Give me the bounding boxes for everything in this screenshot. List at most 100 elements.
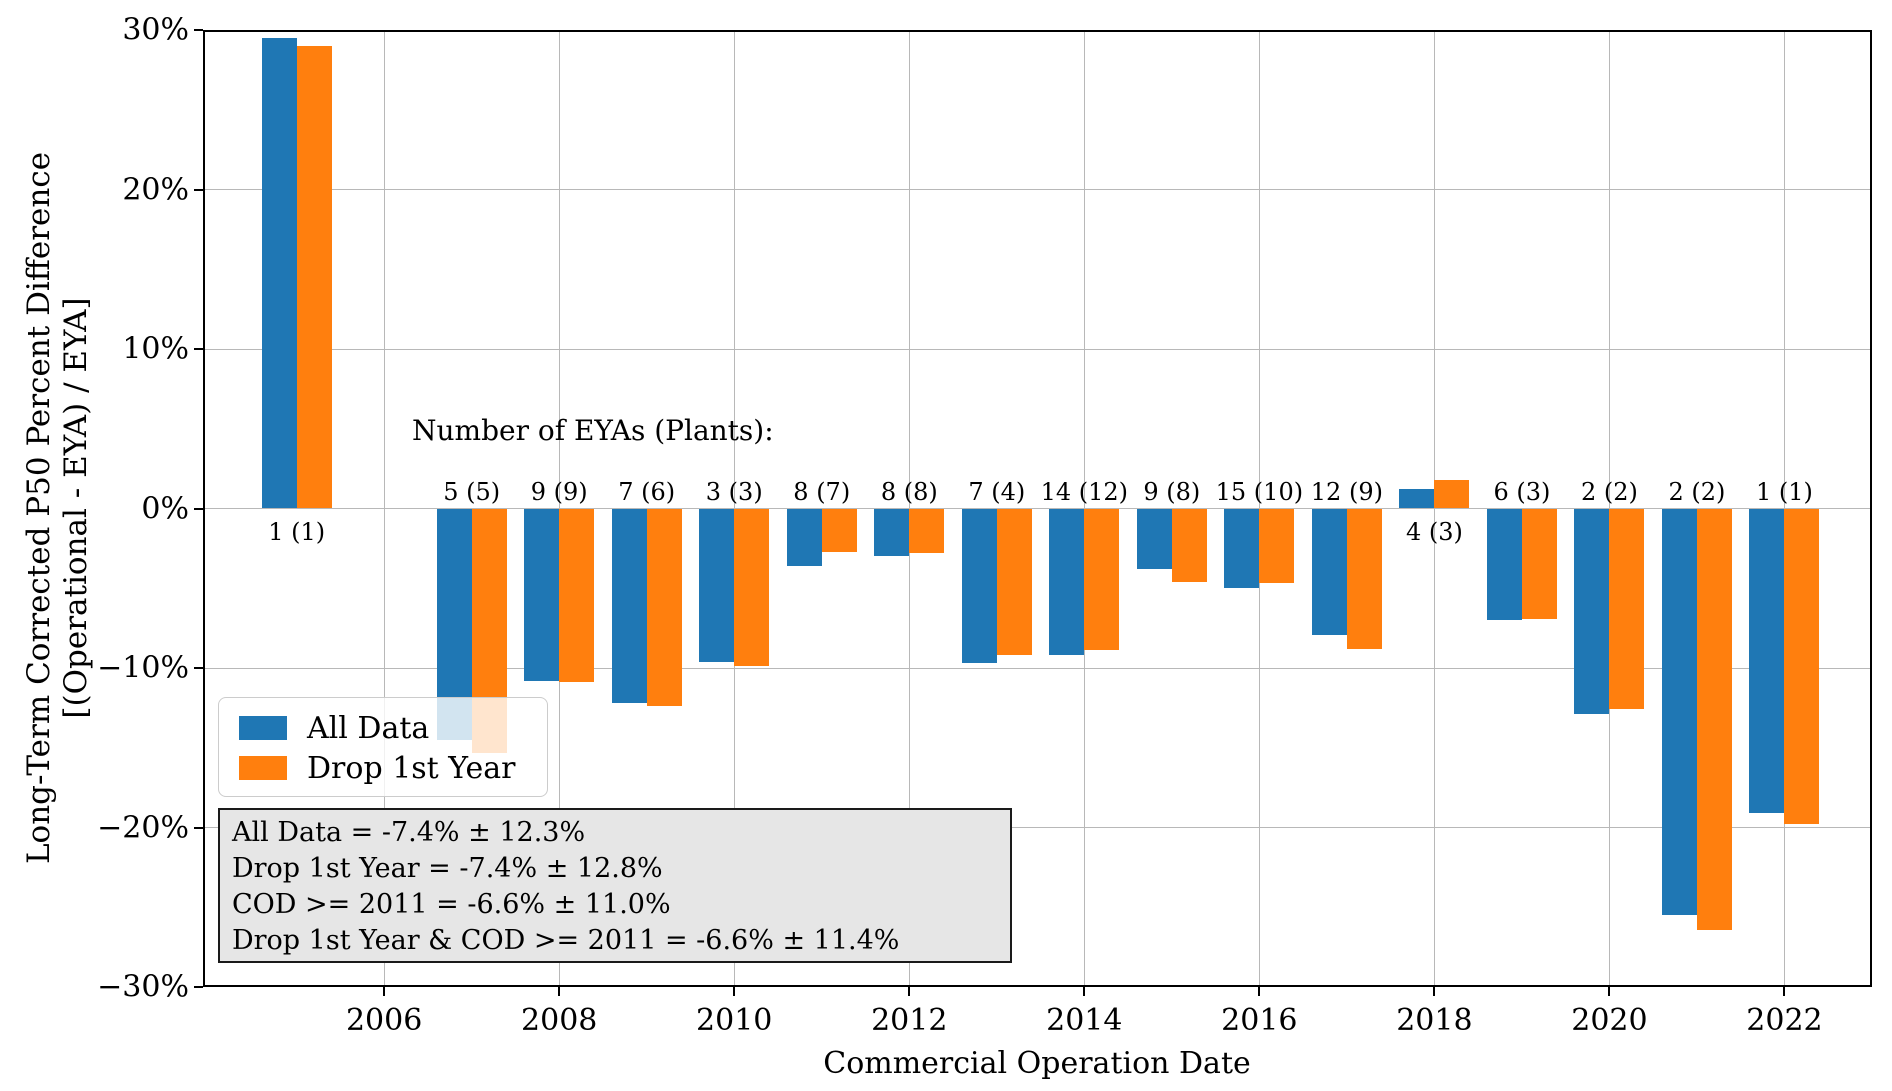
bar-drop-1st-year-2018 — [1434, 479, 1470, 509]
y-tick-20 — [194, 188, 203, 191]
bar-all-data-2013 — [961, 508, 997, 664]
bar-drop-1st-year-2016 — [1259, 508, 1295, 584]
stats-line-drop-1st-year: Drop 1st Year = -7.4% ± 12.8% — [232, 853, 663, 884]
x-tick-label-2008: 2008 — [521, 1003, 598, 1038]
y-axis-title-line2: [(Operational - EYA) / EYA] — [58, 297, 94, 719]
bar-drop-1st-year-2013 — [996, 508, 1032, 656]
x-tick-label-2018: 2018 — [1396, 1003, 1473, 1038]
x-tick-label-2014: 2014 — [1046, 1003, 1123, 1038]
bar-all-data-2022 — [1749, 508, 1785, 814]
bar-all-data-2018 — [1399, 489, 1435, 509]
y-tick-10 — [194, 348, 203, 350]
x-tick-2008 — [558, 987, 561, 996]
x-axis-title: Commercial Operation Date — [823, 1046, 1251, 1081]
count-label-2005: 1 (1) — [268, 517, 326, 546]
bar-drop-1st-year-2010 — [734, 508, 770, 667]
x-tick-label-2010: 2010 — [696, 1003, 773, 1038]
legend-entry-all-data: All Data — [239, 708, 547, 748]
x-tick-2014 — [1083, 987, 1086, 996]
y-tick-0 — [194, 507, 203, 510]
legend-label-all-data: All Data — [307, 710, 430, 746]
x-tick-2006 — [383, 987, 386, 996]
bar-all-data-2011 — [786, 508, 822, 566]
bar-all-data-2016 — [1224, 508, 1260, 589]
h-gridline--10 — [203, 667, 1872, 669]
bar-drop-1st-year-2019 — [1521, 508, 1557, 619]
y-tick-label-30: 30% — [122, 12, 189, 48]
y-tick-label-10: 10% — [122, 331, 189, 367]
count-heading: Number of EYAs (Plants): — [412, 414, 774, 447]
count-label-2010: 3 (3) — [705, 477, 763, 506]
count-label-2007: 5 (5) — [443, 477, 501, 506]
stats-box: All Data = -7.4% ± 12.3% Drop 1st Year =… — [218, 808, 1012, 963]
legend: All Data Drop 1st Year — [218, 697, 548, 797]
y-tick-label--20: −20% — [97, 810, 189, 845]
y-axis-title: Long-Term Corrected P50 Percent Differen… — [21, 8, 95, 1008]
bar-drop-1st-year-2021 — [1696, 508, 1732, 930]
bar-all-data-2020 — [1574, 508, 1610, 715]
count-label-2009: 7 (6) — [618, 477, 676, 506]
bar-all-data-2019 — [1486, 508, 1522, 621]
all-data-swatch-icon — [239, 716, 287, 740]
count-label-2022: 1 (1) — [1756, 477, 1813, 506]
bar-all-data-2017 — [1311, 508, 1347, 635]
plot-area: 1 (1) 5 (5) 9 (9) 7 (6) 3 (3) 8 (7) 8 (8) 7 (4)… — [203, 30, 1872, 987]
bar-drop-1st-year-2009 — [646, 508, 682, 707]
legend-label-drop-1st-year: Drop 1st Year — [307, 750, 516, 786]
v-gridline-2018 — [1433, 30, 1435, 987]
y-tick--10 — [194, 667, 203, 669]
bar-drop-1st-year-2014 — [1084, 508, 1120, 651]
bar-all-data-2009 — [611, 508, 647, 704]
y-tick--20 — [194, 826, 203, 829]
bar-drop-1st-year-2020 — [1609, 508, 1645, 710]
count-label-2011: 8 (7) — [793, 477, 851, 506]
bar-all-data-2015 — [1136, 508, 1172, 570]
stats-line-drop-and-cod-2011: Drop 1st Year & COD >= 2011 = -6.6% ± 11… — [232, 925, 900, 956]
count-label-2020: 2 (2) — [1580, 477, 1638, 506]
x-tick-label-2022: 2022 — [1746, 1003, 1823, 1038]
count-label-2017: 12 (9) — [1310, 477, 1383, 506]
bar-drop-1st-year-2011 — [821, 508, 857, 552]
x-tick-2016 — [1258, 987, 1261, 996]
x-tick-2010 — [733, 987, 736, 996]
stats-line-all-data: All Data = -7.4% ± 12.3% — [232, 817, 586, 848]
x-tick-label-2020: 2020 — [1571, 1003, 1648, 1038]
count-label-2018: 4 (3) — [1405, 517, 1463, 546]
x-tick-2020 — [1608, 987, 1611, 996]
x-tick-label-2016: 2016 — [1221, 1003, 1298, 1038]
x-tick-label-2012: 2012 — [871, 1003, 948, 1038]
v-gridline-2006 — [383, 30, 385, 987]
bar-drop-1st-year-2022 — [1784, 508, 1820, 825]
y-tick-30 — [194, 29, 203, 31]
bar-all-data-2014 — [1049, 508, 1085, 656]
count-label-2012: 8 (8) — [880, 477, 938, 506]
bar-drop-1st-year-2015 — [1171, 508, 1207, 582]
bar-all-data-2005 — [261, 37, 297, 509]
bar-all-data-2021 — [1661, 508, 1697, 916]
bar-all-data-2010 — [699, 508, 735, 662]
x-tick-2012 — [908, 987, 911, 996]
h-gridline--20 — [203, 827, 1872, 828]
bar-all-data-2012 — [874, 508, 910, 557]
stats-line-cod-2011: COD >= 2011 = -6.6% ± 11.0% — [232, 889, 671, 920]
count-label-2015: 9 (8) — [1143, 477, 1201, 506]
bar-drop-1st-year-2017 — [1346, 508, 1382, 649]
count-label-2016: 15 (10) — [1215, 477, 1304, 506]
bar-drop-1st-year-2005 — [296, 45, 332, 509]
y-tick-label-0: 0% — [141, 491, 189, 526]
x-tick-2022 — [1783, 987, 1786, 996]
count-label-2021: 2 (2) — [1668, 477, 1726, 506]
bar-drop-1st-year-2008 — [559, 508, 595, 683]
x-tick-label-2006: 2006 — [345, 1003, 423, 1038]
h-gridline-10 — [203, 348, 1872, 350]
y-tick-label-20: 20% — [122, 172, 189, 207]
drop-1st-year-swatch-icon — [239, 756, 287, 780]
count-label-2014: 14 (12) — [1040, 477, 1129, 506]
count-label-2019: 6 (3) — [1493, 477, 1551, 506]
bar-drop-1st-year-2012 — [909, 508, 945, 554]
x-tick-2018 — [1433, 987, 1436, 996]
y-axis-title-line1: Long-Term Corrected P50 Percent Differen… — [21, 151, 57, 865]
count-label-2008: 9 (9) — [530, 477, 588, 506]
h-gridline-0 — [203, 508, 1872, 509]
